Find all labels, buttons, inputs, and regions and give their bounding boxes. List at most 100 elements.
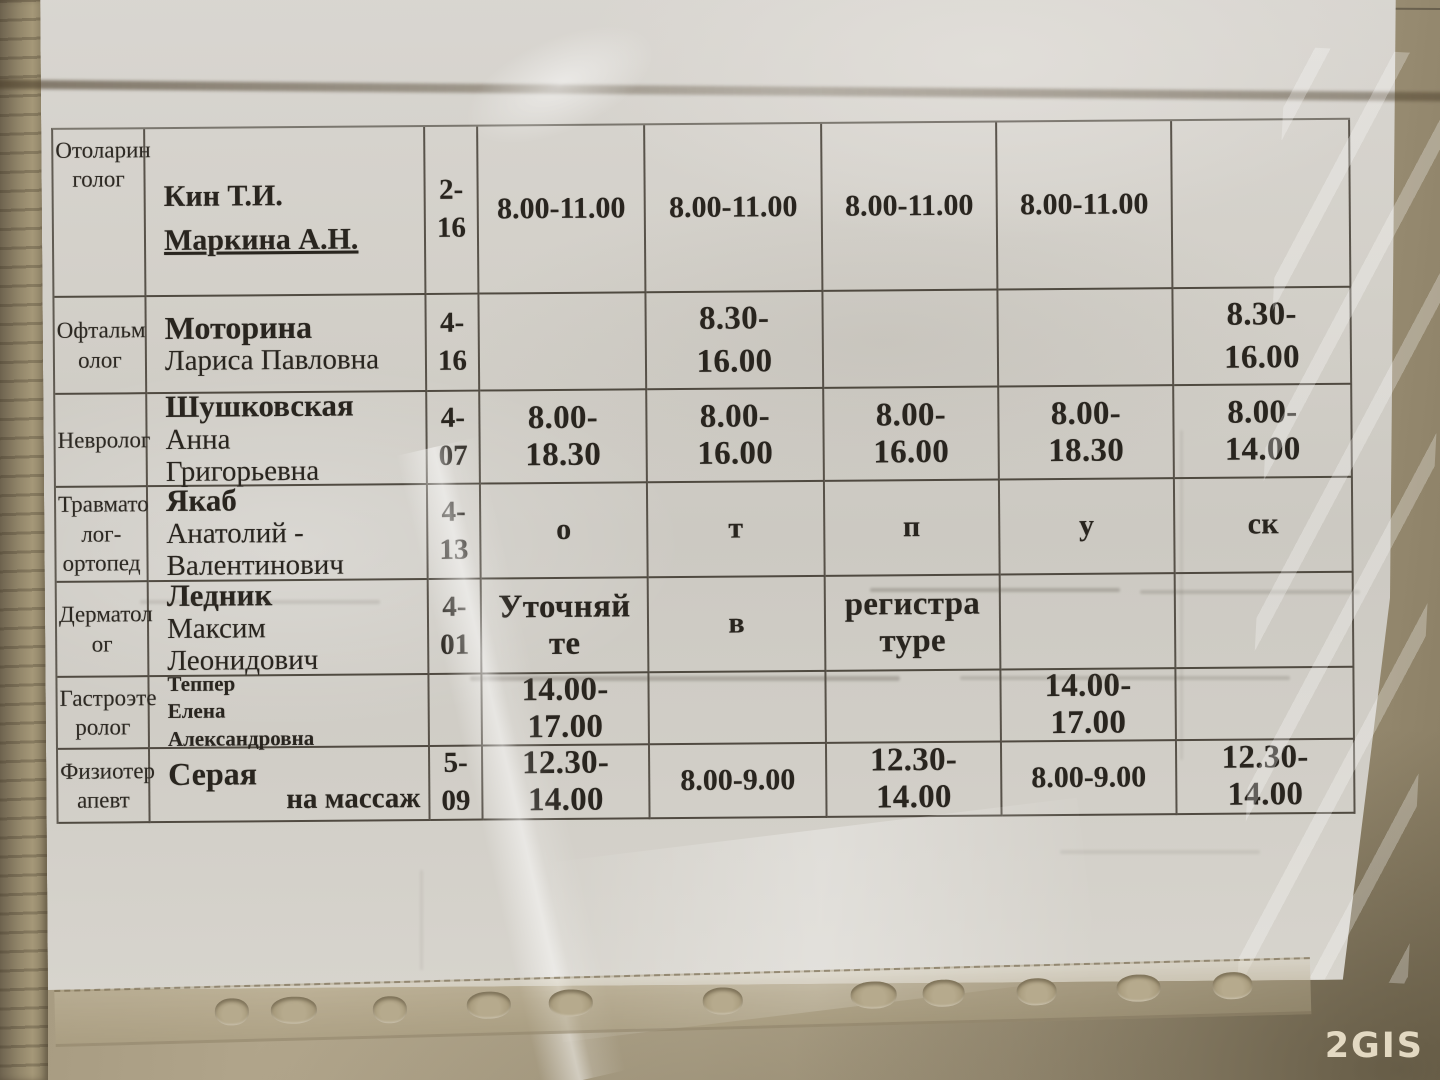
specialty-label: Невролог: [57, 426, 151, 453]
cell-doctor-name: Якаб Анатолий - Валентинович: [148, 485, 429, 582]
time-value: 8.00- 14.00: [1224, 393, 1301, 468]
cell-time: 8.00- 18.30: [999, 386, 1175, 480]
punch-hole: [702, 986, 744, 1016]
doctor-name: Шушковская: [165, 387, 354, 425]
specialty-label: Офтальм олог: [56, 317, 146, 373]
cell-doctor-name: Кин Т.И. Маркина А.Н.: [145, 127, 426, 297]
cell-doctor-name: Теппер Елена Александровна: [149, 675, 430, 749]
room-number: 4- 07: [438, 401, 468, 472]
time-value: 12.30- 14.00: [869, 741, 958, 816]
time-value: [650, 707, 825, 708]
cell-room: 4- 07: [427, 392, 481, 485]
punch-hole: [922, 979, 965, 1008]
time-value: 12.30- 14.00: [521, 744, 610, 819]
time-value: 8.00-11.00: [668, 189, 798, 224]
room-number: 4- 01: [440, 590, 470, 661]
cell-time: 8.00- 18.30: [480, 390, 648, 484]
massage-note: на массаж: [286, 782, 421, 816]
cell-time: 8.00- 16.00: [824, 387, 1000, 481]
doctor-name: Моторина: [164, 308, 313, 346]
time-value: 8.00-9.00: [680, 762, 796, 797]
vacation-letter: п: [902, 510, 921, 544]
cell-room: [429, 675, 483, 747]
cell-time: 8.00-11.00: [478, 125, 646, 294]
time-value: [1001, 621, 1174, 622]
specialty-label: Физиотер апевт: [60, 757, 156, 813]
vacation-letter: ск: [1247, 507, 1279, 541]
time-value: 8.00- 16.00: [697, 397, 774, 472]
time-value: [480, 341, 645, 342]
cell-time: 8.00- 14.00: [1174, 385, 1353, 479]
punch-hole: [548, 988, 594, 1018]
time-value: [1173, 203, 1349, 204]
doctor-name: Теппер: [167, 671, 236, 697]
cell-room: 4- 01: [429, 580, 483, 675]
cell-doctor-name: Ледник Максим Леонидович: [149, 580, 430, 677]
note-text: Уточняй те: [498, 587, 631, 662]
room-number: 5- 09: [441, 746, 471, 817]
cell-time: 8.00- 16.00: [647, 389, 825, 483]
cell-specialty: Гастроэте ролог: [57, 677, 150, 750]
cell-time: в: [649, 577, 827, 673]
cell-time: [1176, 573, 1355, 669]
punch-hole: [1016, 977, 1057, 1006]
vacation-letter: о: [556, 513, 572, 547]
cell-specialty: Отоларин голог: [53, 129, 146, 298]
doctor-name: Елена Александровна: [167, 698, 315, 751]
doctor-name: Максим Леонидович: [166, 612, 319, 677]
time-value: [824, 338, 997, 339]
time-value: [827, 705, 1000, 706]
doctor-name: Якаб: [165, 482, 237, 519]
cell-time: [1001, 574, 1177, 670]
punch-hole: [1116, 974, 1161, 1003]
punch-hole: [214, 997, 250, 1026]
note-text: регистра туре: [844, 585, 981, 659]
vacation-letter: т: [728, 511, 744, 545]
punch-hole: [270, 996, 318, 1025]
cell-specialty: Невролог: [55, 394, 148, 488]
cell-time: 12.30- 14.00: [827, 742, 1003, 817]
cell-doctor-name: Шушковская Анна Григорьевна: [147, 392, 428, 487]
time-value: 8.00- 18.30: [525, 399, 602, 473]
time-value: [999, 337, 1172, 338]
cell-room: 4- 16: [426, 295, 480, 392]
vacation-letter: у: [1078, 509, 1095, 543]
cell-time: [479, 293, 647, 391]
cell-time: 8.30- 16.00: [1173, 288, 1352, 386]
cell-time: 8.00-9.00: [1002, 741, 1178, 816]
doctor-name: Лариса Павловна: [164, 343, 380, 378]
cell-time: 14.00- 17.00: [482, 673, 650, 746]
room-number: 4- 16: [437, 306, 468, 377]
cell-specialty: Дерматол ог: [57, 582, 150, 678]
cell-time: 8.00-9.00: [650, 744, 828, 819]
cell-time: [649, 672, 827, 745]
cell-time: 14.00- 17.00: [1001, 669, 1177, 742]
cell-time: о: [481, 483, 649, 579]
cell-time: 8.00-11.00: [645, 124, 823, 293]
punch-hole: [1212, 971, 1253, 1000]
time-value: 8.00- 16.00: [873, 396, 950, 470]
wall-corner-trim: [0, 0, 48, 1080]
cell-time: [998, 289, 1174, 387]
specialty-label: Отоларин голог: [55, 137, 151, 193]
schedule-table: Отоларин голог Кин Т.И. Маркина А.Н. 2- …: [51, 118, 1355, 824]
cell-time: т: [648, 482, 826, 578]
time-value: 14.00- 17.00: [521, 671, 609, 746]
time-value: 8.00-11.00: [844, 188, 974, 223]
cell-time: регистра туре: [826, 575, 1002, 671]
time-value: 14.00- 17.00: [1044, 667, 1132, 742]
note-text: в: [728, 606, 745, 640]
cell-time: 8.00-11.00: [997, 121, 1173, 290]
cell-doctor-name: Моторина Лариса Павловна: [146, 295, 427, 394]
doctor-name: Маркина А.Н.: [163, 222, 359, 257]
doctor-name: Ледник: [166, 577, 273, 614]
cell-specialty: Офтальм олог: [54, 297, 147, 395]
cell-time: [823, 290, 999, 388]
doctor-name: Анна Григорьевна: [165, 423, 320, 488]
cell-time: [826, 670, 1002, 743]
doctor-name: Анатолий - Валентинович: [166, 516, 345, 582]
paper-sheet: Отоларин голог Кин Т.И. Маркина А.Н. 2- …: [40, 0, 1404, 990]
time-value: 8.30- 16.00: [696, 300, 773, 380]
cell-time: Уточняй те: [482, 578, 650, 674]
